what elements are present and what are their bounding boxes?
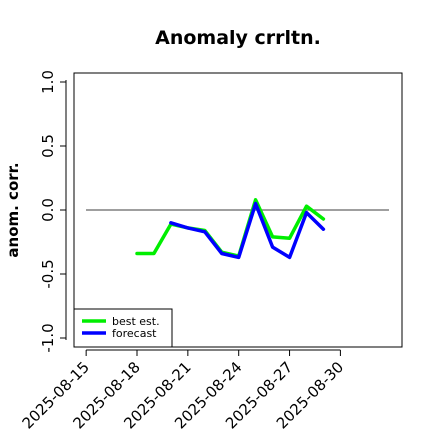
y-tick-label: 0.5 — [39, 134, 57, 158]
series-lines — [135, 198, 326, 260]
legend-box — [73, 308, 173, 348]
chart-title: Anomaly crrltn. — [155, 27, 321, 49]
legend-label: forecast — [112, 327, 157, 340]
y-tick-label: 1.0 — [39, 70, 57, 94]
legend-label: best est. — [112, 315, 160, 328]
y-tick-label: 0.0 — [39, 198, 57, 222]
y-tick-label: -0.5 — [39, 259, 57, 288]
plot-frame — [73, 72, 403, 348]
y-axis: -1.0 -0.5 0.0 0.5 1.0 — [39, 70, 67, 353]
y-axis-label: anom. corr. — [4, 162, 22, 257]
series-line-best-est — [135, 198, 326, 258]
x-axis: 2025-08-152025-08-182025-08-212025-08-24… — [19, 349, 347, 432]
y-tick-label: -1.0 — [39, 323, 57, 352]
series-line-forecast — [169, 201, 326, 260]
legend: best est.forecast — [73, 308, 173, 348]
